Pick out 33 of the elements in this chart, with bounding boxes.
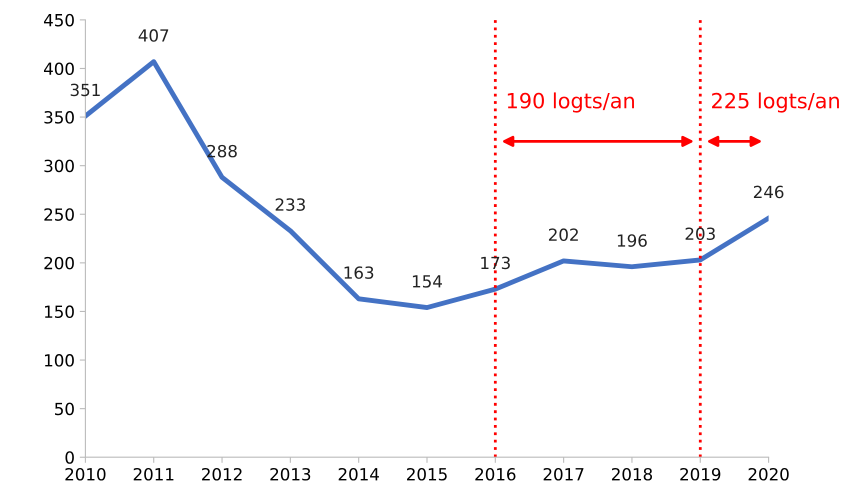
x-tick-label: 2014 [338,468,379,481]
x-tick-label: 2015 [407,468,447,481]
data-label: 173 [481,256,510,270]
y-tick-label: 400 [44,62,74,76]
annotation: 190 logts/an [508,92,634,113]
data-label: 203 [686,227,715,240]
data-label: 246 [754,186,784,198]
x-tick-label: 2016 [475,468,516,481]
x-tick-label: 2019 [680,468,720,481]
y-tick-label: 0 [65,451,74,464]
x-tick-label: 2013 [270,468,310,481]
data-label: 154 [412,275,442,288]
y-tick-label: 150 [45,305,74,318]
x-tick-label: 2012 [202,468,242,481]
annotation: 225 logts/an [712,92,839,113]
x-tick-label: 2017 [544,468,584,481]
y-tick-label: 50 [55,402,74,416]
data-label: 351 [70,84,100,96]
x-tick-label: 2018 [612,468,652,481]
data-label: 196 [618,234,647,247]
data-label: 202 [548,228,578,242]
y-tick-label: 250 [44,208,74,221]
data-label: 407 [138,29,168,42]
y-tick-label: 200 [44,256,74,270]
y-tick-label: 450 [44,14,74,26]
data-label: 233 [276,198,305,211]
x-tick-label: 2010 [65,468,106,481]
y-tick-label: 100 [45,354,74,367]
y-tick-label: 300 [44,160,74,172]
x-tick-label: 2020 [748,468,789,481]
x-tick-label: 2011 [134,468,174,481]
data-label: 163 [344,266,374,279]
y-tick-label: 350 [44,111,74,124]
